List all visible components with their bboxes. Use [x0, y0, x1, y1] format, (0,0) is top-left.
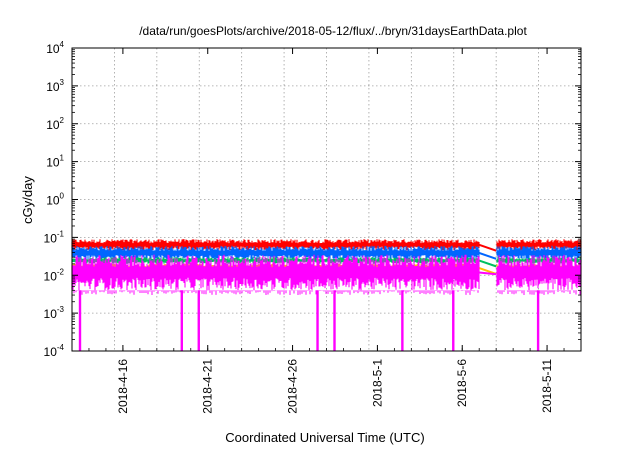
y-tick-exponent: 1	[60, 154, 65, 163]
x-tick-label: 2018-4-16	[116, 359, 130, 414]
y-tick-label: 10-4	[44, 343, 65, 359]
y-tick-label: 103	[46, 78, 64, 94]
y-tick-base: 10	[44, 231, 58, 245]
y-tick-exponent: -4	[57, 343, 65, 352]
y-tick-base: 10	[44, 269, 58, 283]
y-tick-label: 10-2	[44, 267, 65, 283]
x-tick-label: 2018-5-6	[455, 359, 469, 407]
y-tick-label: 102	[46, 116, 64, 132]
x-tick-label: 2018-5-1	[370, 359, 384, 407]
x-tick-label: 2018-4-26	[286, 359, 300, 414]
dropout-spike	[401, 290, 404, 351]
y-tick-base: 10	[46, 80, 60, 94]
gap-connector	[479, 271, 497, 276]
y-tick-base: 10	[46, 156, 60, 170]
y-axis-label: cGy/day	[20, 176, 35, 224]
y-tick-exponent: -1	[57, 229, 65, 238]
y-tick-label: 104	[46, 40, 64, 56]
y-tick-base: 10	[46, 42, 60, 56]
y-tick-exponent: 4	[60, 40, 65, 49]
dropout-spike	[316, 290, 319, 351]
y-tick-exponent: 3	[60, 78, 65, 87]
y-tick-base: 10	[44, 307, 58, 321]
dropout-spike	[180, 290, 183, 351]
dropout-spike	[333, 290, 336, 351]
y-tick-exponent: -2	[57, 267, 65, 276]
series-line	[71, 257, 582, 264]
chart-title: /data/run/goesPlots/archive/2018-05-12/f…	[139, 24, 527, 38]
y-tick-exponent: 0	[60, 192, 65, 201]
y-tick-exponent: 2	[60, 116, 65, 125]
y-tick-label: 100	[46, 192, 64, 208]
gap-connector	[478, 252, 497, 260]
y-tick-label: 10-3	[44, 305, 65, 321]
x-tick-label: 2018-5-11	[540, 359, 554, 413]
x-tick-labels: 2018-4-16 2018-4-21 2018-4-26 2018-5-1 2018-…	[116, 359, 554, 414]
gap-connector	[478, 243, 497, 252]
y-tick-base: 10	[46, 194, 60, 208]
dropout-spike	[78, 290, 82, 351]
y-tick-label: 101	[46, 154, 64, 170]
magenta-fringe	[71, 290, 581, 295]
tick-marks	[71, 47, 582, 352]
x-axis-label: Coordinated Universal Time (UTC)	[225, 430, 424, 445]
y-tick-base: 10	[46, 118, 60, 132]
y-tick-exponent: -3	[57, 305, 65, 314]
gap-connector	[478, 259, 497, 268]
grid-lines	[72, 48, 581, 351]
x-tick-label: 2018-4-21	[201, 359, 215, 414]
dropout-spike	[536, 290, 540, 351]
dropout-spike	[197, 290, 200, 351]
y-tick-base: 10	[44, 345, 58, 359]
series-layer	[71, 239, 582, 351]
dropout-spike	[452, 290, 455, 351]
y-tick-label: 10-1	[44, 229, 65, 245]
